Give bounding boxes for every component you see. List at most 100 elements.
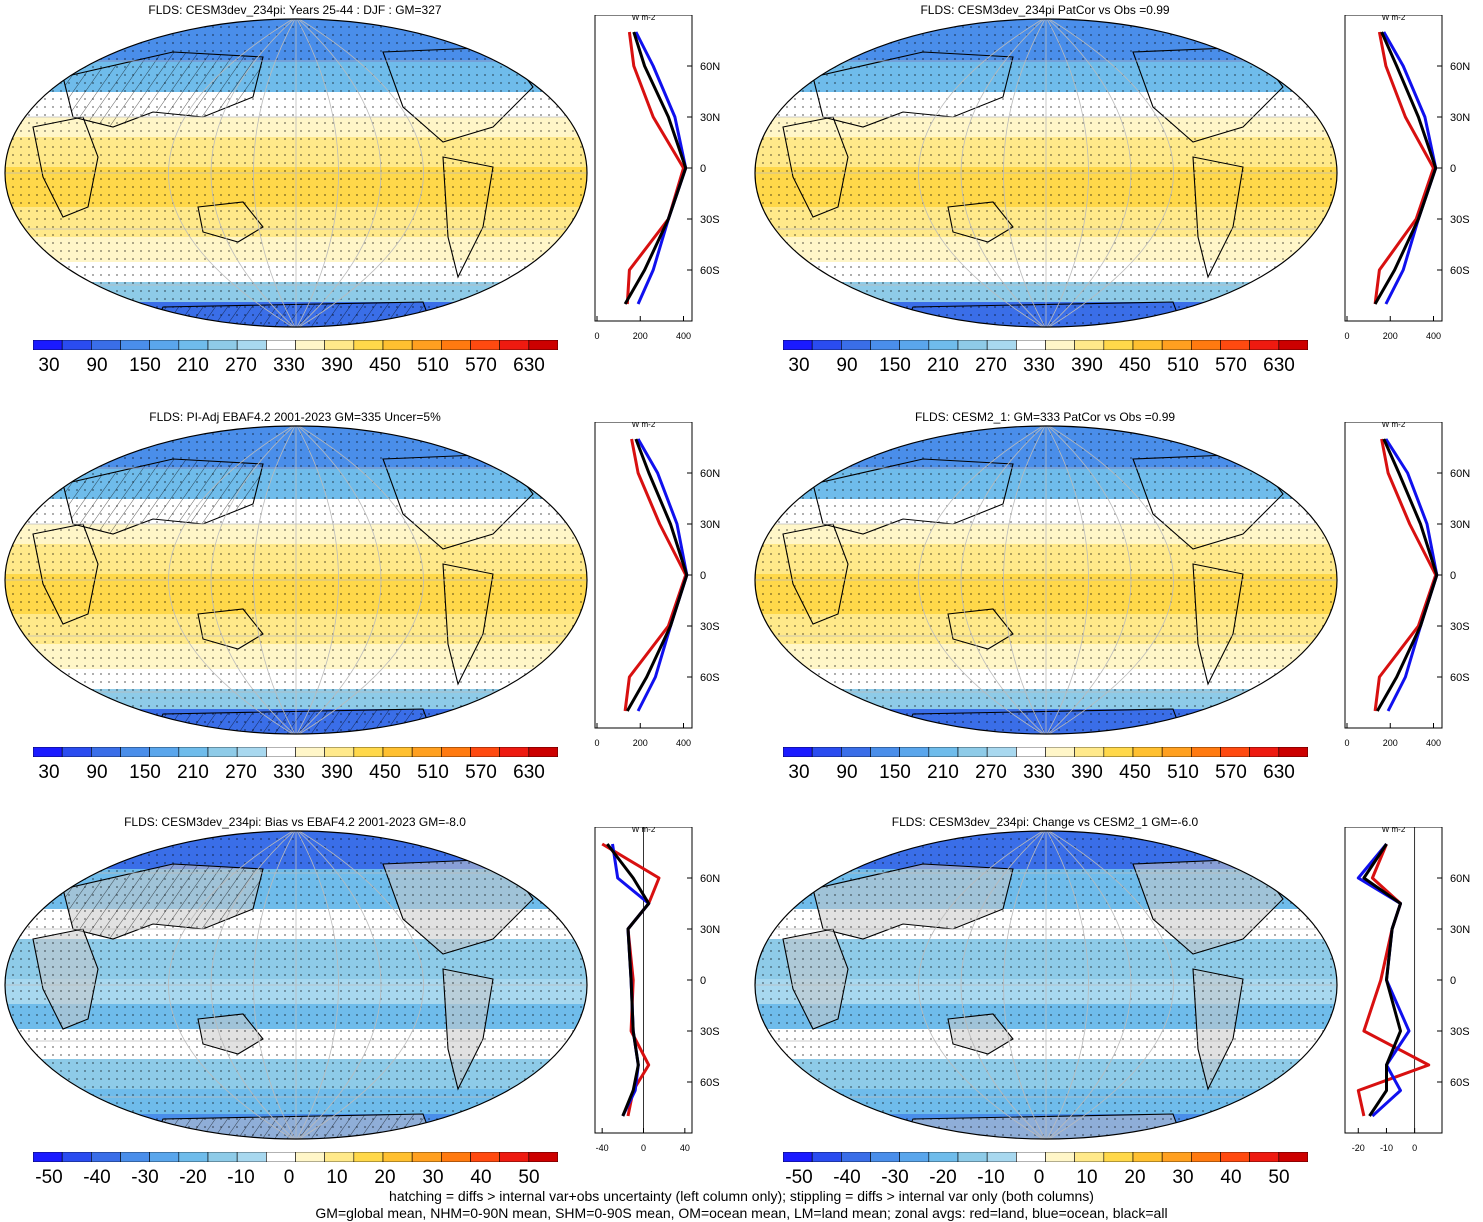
colorbar-swatch <box>870 340 900 350</box>
colorbar-label: 90 <box>86 355 108 376</box>
colorbar-swatch <box>411 747 442 757</box>
colorbar-swatch <box>1191 340 1221 350</box>
zonal-series-all <box>1375 438 1439 712</box>
x-tick-label: 0 <box>1344 738 1349 748</box>
longitude-gridline <box>918 426 1047 734</box>
longitude-gridline <box>1045 19 1089 327</box>
colorbar-swatch <box>928 747 959 757</box>
colorbar-swatch <box>149 340 180 350</box>
colorbar-swatch <box>928 1152 959 1162</box>
colorbar-swatch <box>1220 747 1250 757</box>
longitude-gridline <box>295 426 382 734</box>
colorbar-swatch <box>1161 1152 1192 1162</box>
zonal-series-all <box>623 31 688 305</box>
x-tick-label: 400 <box>1426 331 1441 341</box>
map-outline <box>4 425 588 735</box>
colorbar-swatch <box>178 747 209 757</box>
colorbar-swatch <box>295 747 325 757</box>
lat-label: 30N <box>1450 112 1470 124</box>
zonal-mean-plot: -20 -10 0 W m-2 60N 30N 0 30S 60S <box>1344 827 1470 1153</box>
colorbar-label: 330 <box>1023 762 1055 783</box>
panel-title: FLDS: CESM3dev_234pi: Change vs CESM2_1 … <box>891 815 1199 829</box>
colorbar-label: 510 <box>417 762 449 783</box>
colorbar-swatch <box>470 747 500 757</box>
lat-label: 30N <box>700 519 720 531</box>
colorbar-swatch <box>382 1152 413 1162</box>
colorbar-swatch <box>353 747 384 757</box>
colorbar-swatch <box>811 747 842 757</box>
colorbar-label: -40 <box>83 1167 111 1188</box>
colorbar-label: 210 <box>927 355 959 376</box>
colorbar-swatch <box>1103 340 1134 350</box>
colorbar-label: 630 <box>513 762 545 783</box>
colorbar-label: 30 <box>788 762 810 783</box>
x-tick-label: 200 <box>1383 738 1398 748</box>
colorbar-swatch <box>1278 747 1308 757</box>
colorbar-swatch <box>61 747 92 757</box>
colorbar-swatch <box>441 340 471 350</box>
colorbar-label: -30 <box>131 1167 159 1188</box>
colorbar-label: 390 <box>1071 355 1103 376</box>
colorbar-swatch <box>1249 747 1280 757</box>
colorbar-label: 570 <box>465 762 497 783</box>
colorbar-swatch <box>1074 1152 1105 1162</box>
longitude-gridline <box>1045 19 1132 327</box>
colorbar-label: 570 <box>1215 762 1247 783</box>
colorbar-swatch <box>899 340 930 350</box>
colorbar-swatch <box>499 747 530 757</box>
colorbar-swatch <box>1016 747 1046 757</box>
lat-label: 60N <box>700 873 720 885</box>
map-panel: FLDS: CESM3dev_234pi: Change vs CESM2_1 … <box>750 812 1470 1222</box>
lat-label: 60N <box>1450 873 1470 885</box>
longitude-gridline <box>295 19 339 327</box>
colorbar-swatch <box>441 747 471 757</box>
colorbar-label: -50 <box>785 1167 813 1188</box>
colorbar-label: 150 <box>879 355 911 376</box>
colorbar-label: 150 <box>129 355 161 376</box>
colorbar-swatch <box>266 747 296 757</box>
colorbar-label: 390 <box>321 355 353 376</box>
colorbar-label: -10 <box>977 1167 1005 1188</box>
footnote-hatching: hatching = diffs > internal var+obs unce… <box>389 1188 1094 1204</box>
map-outline <box>4 18 588 328</box>
colorbar <box>33 340 558 350</box>
lat-label: 60S <box>700 265 720 277</box>
colorbar-swatch <box>528 1152 558 1162</box>
lat-label: 30S <box>700 214 720 226</box>
colorbar-swatch <box>61 1152 92 1162</box>
colorbar-label: 20 <box>1124 1167 1146 1188</box>
colorbar-swatch <box>91 747 121 757</box>
colorbar-label: 90 <box>86 762 108 783</box>
zonal-series-land <box>1373 31 1435 305</box>
longitude-gridline <box>253 831 297 1139</box>
x-tick-label: -10 <box>1380 1143 1393 1153</box>
colorbar-label: -10 <box>227 1167 255 1188</box>
lat-label: 60S <box>700 1077 720 1089</box>
panel-title: FLDS: CESM3dev_234pi PatCor vs Obs =0.99 <box>920 3 1170 17</box>
colorbar-swatch <box>1249 340 1280 350</box>
colorbar-label: 30 <box>422 1167 444 1188</box>
x-tick-label: 400 <box>676 738 691 748</box>
colorbar-swatch <box>324 747 355 757</box>
colorbar-label: 30 <box>38 355 60 376</box>
colorbar-swatch <box>1161 340 1192 350</box>
colorbar-swatch <box>841 340 871 350</box>
colorbar-label: 0 <box>283 1167 295 1188</box>
panel-title: FLDS: CESM2_1: GM=333 PatCor vs Obs =0.9… <box>914 410 1176 424</box>
world-map <box>4 18 588 328</box>
lat-label: 60N <box>700 61 720 73</box>
colorbar-label: 510 <box>1167 762 1199 783</box>
x-tick-label: -40 <box>596 1143 609 1153</box>
colorbar-swatch <box>1045 340 1075 350</box>
colorbar-swatch <box>411 1152 442 1162</box>
longitude-gridline <box>960 19 1047 327</box>
colorbar-swatch <box>353 340 384 350</box>
colorbar-swatch <box>1161 747 1192 757</box>
colorbar-swatch <box>1074 340 1105 350</box>
x-tick-label: 0 <box>594 738 599 748</box>
zonal-series-all <box>625 438 689 712</box>
colorbar-swatch <box>841 747 871 757</box>
longitude-gridline <box>168 831 297 1139</box>
zonal-mean-plot: 0 200 400 W m-2 60N 30N 0 30S 60S <box>594 15 720 341</box>
map-outline <box>754 425 1338 735</box>
